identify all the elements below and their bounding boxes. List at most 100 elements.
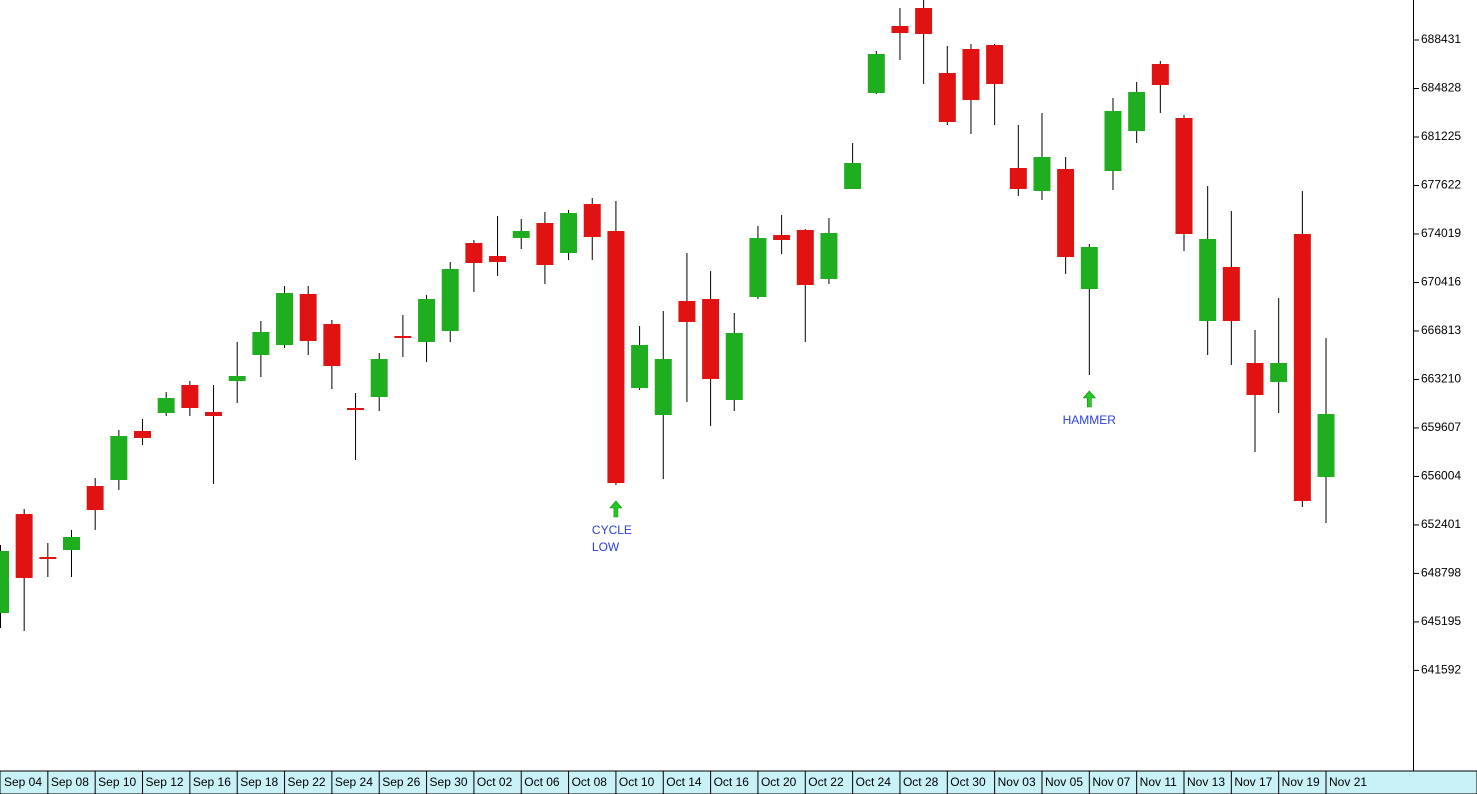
candle-body — [820, 233, 838, 280]
candle-body — [1246, 363, 1264, 396]
annotation-text: LOW — [592, 540, 620, 554]
x-tick-label: Sep 30 — [430, 775, 468, 789]
candle-body — [607, 230, 625, 484]
candle-body — [63, 536, 81, 550]
candle-body — [1175, 117, 1193, 234]
x-tick-label: Sep 04 — [4, 775, 42, 789]
y-tick-label: 645195 — [1421, 614, 1461, 628]
x-tick-label: Nov 03 — [998, 775, 1036, 789]
candle-body — [465, 243, 483, 264]
candle-body — [347, 407, 365, 410]
x-tick-label: Sep 10 — [98, 775, 136, 789]
candle-body — [157, 397, 175, 414]
candle-body — [39, 556, 57, 560]
y-tick-label: 677622 — [1421, 178, 1461, 192]
candle-body — [749, 237, 767, 297]
x-tick-label: Nov 19 — [1282, 775, 1320, 789]
candle-body — [560, 213, 578, 254]
annotation-arrow — [609, 500, 623, 518]
candle-body — [1317, 413, 1335, 477]
candle-body — [299, 293, 317, 341]
candle-body — [1057, 169, 1075, 257]
candle-body — [228, 376, 246, 381]
candle-body — [323, 323, 341, 367]
candle-body — [796, 230, 814, 286]
candle-body — [986, 45, 1004, 84]
candle-body — [891, 26, 909, 34]
y-tick-label: 652401 — [1421, 517, 1461, 531]
annotation-text: CYCLE — [592, 523, 632, 537]
y-tick-label: 666813 — [1421, 323, 1461, 337]
candle-body — [1222, 266, 1240, 321]
y-tick-label: 656004 — [1421, 469, 1461, 483]
x-tick-label: Oct 20 — [761, 775, 797, 789]
candle-body — [441, 269, 459, 331]
x-tick-label: Sep 16 — [193, 775, 231, 789]
x-tick-label: Oct 24 — [856, 775, 892, 789]
y-tick-label: 674019 — [1421, 226, 1461, 240]
candle-body — [181, 385, 199, 408]
candle-body — [678, 300, 696, 323]
x-tick-label: Nov 17 — [1234, 775, 1272, 789]
candle-body — [1104, 110, 1122, 171]
candle-body — [654, 359, 672, 416]
x-tick-label: Oct 16 — [714, 775, 750, 789]
annotation-text: HAMMER — [1063, 413, 1117, 427]
candle-body — [725, 333, 743, 400]
x-tick-label: Nov 05 — [1045, 775, 1083, 789]
candle-body — [86, 486, 104, 510]
candle-body — [583, 203, 601, 237]
x-tick-label: Sep 26 — [382, 775, 420, 789]
candle-body — [1080, 246, 1098, 290]
candle-body — [1128, 92, 1146, 131]
candle-body — [773, 235, 791, 240]
candle-body — [15, 513, 33, 578]
x-tick-label: Sep 22 — [288, 775, 326, 789]
x-tick-label: Sep 18 — [240, 775, 278, 789]
x-tick-label: Nov 13 — [1187, 775, 1225, 789]
candle-body — [536, 223, 554, 266]
candle-body — [418, 299, 436, 343]
x-tick-label: Oct 14 — [666, 775, 702, 789]
x-tick-label: Sep 12 — [146, 775, 184, 789]
candle-body — [0, 550, 9, 614]
candle-body — [370, 359, 388, 397]
y-tick-label: 688431 — [1421, 32, 1461, 46]
x-tick-label: Oct 30 — [950, 775, 986, 789]
candle-body — [867, 53, 885, 94]
candle-body — [1151, 63, 1169, 86]
y-tick-label: 648798 — [1421, 566, 1461, 580]
candle-body — [1033, 156, 1051, 191]
x-tick-label: Oct 02 — [477, 775, 513, 789]
candle-body — [252, 332, 270, 356]
candle-body — [394, 336, 412, 339]
x-tick-label: Nov 07 — [1092, 775, 1130, 789]
x-tick-label: Sep 08 — [51, 775, 89, 789]
candle-body — [1009, 167, 1027, 190]
candle-body — [938, 73, 956, 123]
x-tick-label: Oct 22 — [808, 775, 844, 789]
candle-body — [512, 230, 530, 238]
candle-body — [844, 163, 862, 190]
candle-body — [205, 412, 223, 417]
candle-body — [915, 7, 933, 34]
x-tick-label: Oct 08 — [572, 775, 608, 789]
x-tick-label: Sep 24 — [335, 775, 373, 789]
y-tick-label: 659607 — [1421, 420, 1461, 434]
candle-body — [962, 49, 980, 100]
x-tick-label: Oct 28 — [903, 775, 939, 789]
y-tick-label: 641592 — [1421, 663, 1461, 677]
y-tick-label: 670416 — [1421, 275, 1461, 289]
x-axis-band — [0, 770, 1477, 794]
y-tick-label: 684828 — [1421, 81, 1461, 95]
candle-body — [702, 299, 720, 380]
candle-body — [1199, 239, 1217, 321]
x-tick-label: Nov 21 — [1329, 775, 1367, 789]
x-tick-label: Oct 06 — [524, 775, 560, 789]
candle-body — [489, 256, 507, 263]
annotation-arrow — [1082, 390, 1096, 408]
candle-body — [276, 293, 294, 346]
candle-body — [631, 345, 649, 388]
candle-body — [1270, 363, 1288, 383]
